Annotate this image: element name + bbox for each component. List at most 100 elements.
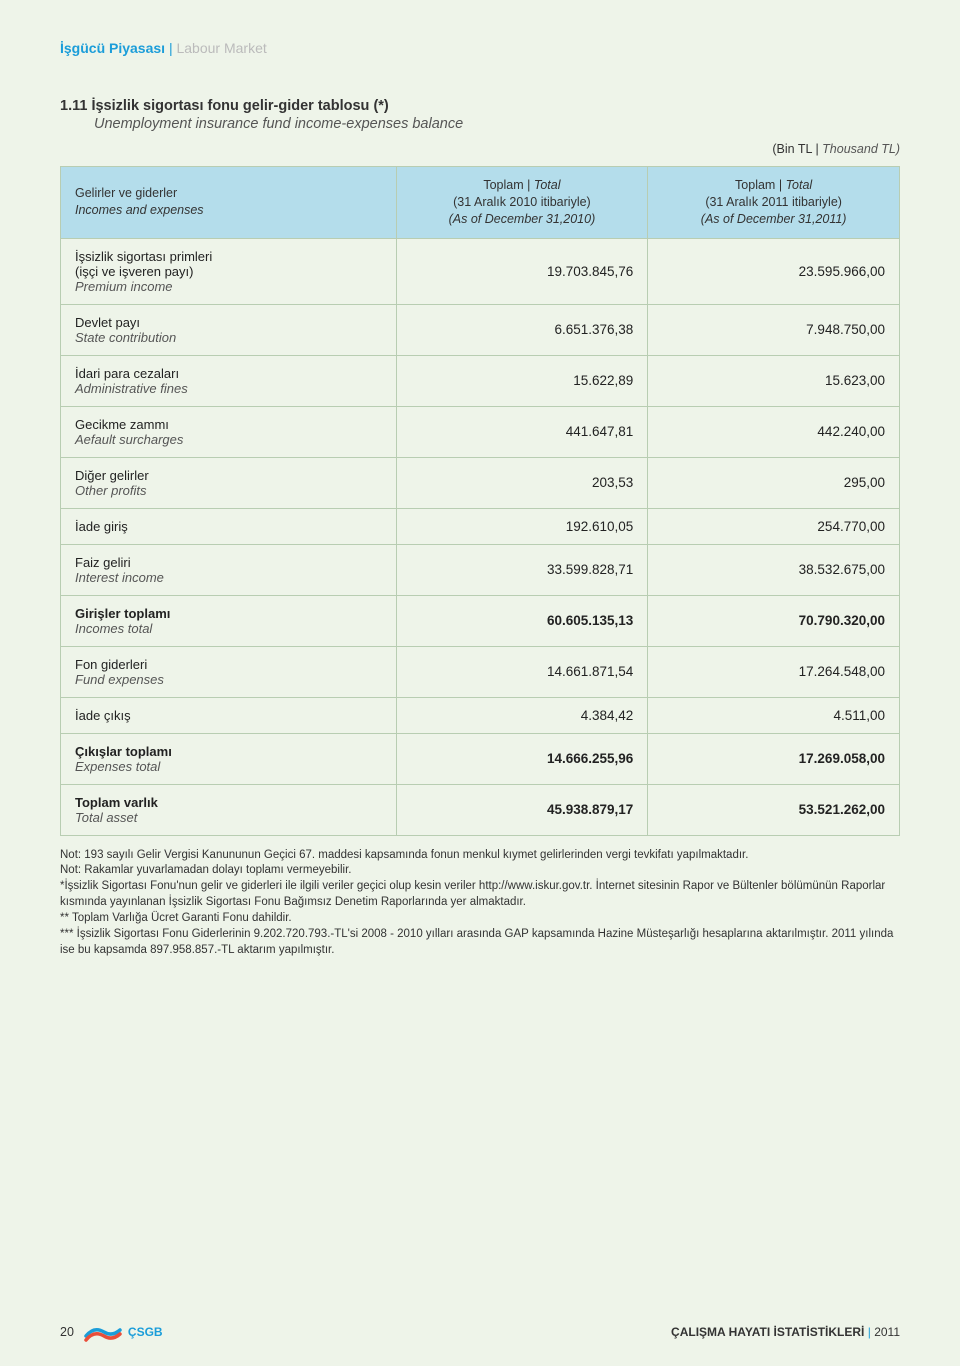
row-value-2010: 19.703.845,76 xyxy=(396,238,648,304)
table-row: Girişler toplamıIncomes total60.605.135,… xyxy=(61,595,900,646)
row-label-tr: İşsizlik sigortası primleri (işçi ve işv… xyxy=(75,249,382,279)
row-label-en: Premium income xyxy=(75,279,382,294)
row-value-2010: 14.666.255,96 xyxy=(396,733,648,784)
col2-tr: Toplam xyxy=(483,178,523,192)
row-value-2011: 7.948.750,00 xyxy=(648,304,900,355)
row-label-tr: Toplam varlık xyxy=(75,795,382,810)
table-title: 1.11 İşsizlik sigortası fonu gelir-gider… xyxy=(60,98,900,132)
col-header-2011: Toplam | Total (31 Aralık 2011 itibariyl… xyxy=(648,167,900,239)
footer-year: 2011 xyxy=(874,1325,900,1339)
row-label-cell: İade giriş xyxy=(61,508,397,544)
income-expense-table: Gelirler ve giderler Incomes and expense… xyxy=(60,166,900,836)
row-label-cell: Gecikme zammıAefault surcharges xyxy=(61,406,397,457)
page-footer: 20 ÇSGB ÇALIŞMA HAYATI İSTATİSTİKLERİ | … xyxy=(60,1320,900,1344)
row-label-tr: Gecikme zammı xyxy=(75,417,382,432)
row-value-2011: 442.240,00 xyxy=(648,406,900,457)
footer-left: 20 ÇSGB xyxy=(60,1320,163,1344)
row-value-2010: 14.661.871,54 xyxy=(396,646,648,697)
row-label-cell: Toplam varlıkTotal asset xyxy=(61,784,397,835)
row-label-tr: Faiz geliri xyxy=(75,555,382,570)
row-label-en: Fund expenses xyxy=(75,672,382,687)
col3-en: Total xyxy=(786,178,813,192)
row-label-cell: Girişler toplamıIncomes total xyxy=(61,595,397,646)
row-label-tr: Çıkışlar toplamı xyxy=(75,744,382,759)
row-label-tr: İdari para cezaları xyxy=(75,366,382,381)
row-value-2010: 6.651.376,38 xyxy=(396,304,648,355)
logo-icon xyxy=(84,1320,122,1344)
table-row: Faiz geliriInterest income33.599.828,713… xyxy=(61,544,900,595)
row-label-tr: Fon giderleri xyxy=(75,657,382,672)
row-value-2011: 38.532.675,00 xyxy=(648,544,900,595)
table-body: İşsizlik sigortası primleri (işçi ve işv… xyxy=(61,238,900,835)
unit-english: Thousand TL) xyxy=(822,142,900,156)
row-label-tr: Girişler toplamı xyxy=(75,606,382,621)
col2-sub-en: (As of December 31,2010) xyxy=(411,211,634,228)
row-value-2010: 203,53 xyxy=(396,457,648,508)
row-label-cell: Çıkışlar toplamıExpenses total xyxy=(61,733,397,784)
row-value-2011: 17.264.548,00 xyxy=(648,646,900,697)
row-label-cell: İşsizlik sigortası primleri (işçi ve işv… xyxy=(61,238,397,304)
col3-sub-tr: (31 Aralık 2011 itibariyle) xyxy=(662,194,885,211)
row-value-2010: 192.610,05 xyxy=(396,508,648,544)
row-value-2010: 60.605.135,13 xyxy=(396,595,648,646)
row-value-2011: 23.595.966,00 xyxy=(648,238,900,304)
row-label-tr: Devlet payı xyxy=(75,315,382,330)
row-value-2010: 4.384,42 xyxy=(396,697,648,733)
row-label-cell: Diğer gelirlerOther profits xyxy=(61,457,397,508)
row-value-2010: 441.647,81 xyxy=(396,406,648,457)
title-english: Unemployment insurance fund income-expen… xyxy=(94,116,900,132)
logo-text: ÇSGB xyxy=(128,1325,163,1339)
section-header: İşgücü Piyasası | Labour Market xyxy=(60,40,900,56)
table-row: Çıkışlar toplamıExpenses total14.666.255… xyxy=(61,733,900,784)
row-label-cell: Fon giderleriFund expenses xyxy=(61,646,397,697)
row-label-cell: Devlet payıState contribution xyxy=(61,304,397,355)
unit-label: (Bin TL | Thousand TL) xyxy=(60,142,900,156)
row-label-cell: İdari para cezalarıAdministrative fines xyxy=(61,355,397,406)
title-turkish: 1.11 İşsizlik sigortası fonu gelir-gider… xyxy=(60,98,900,114)
row-value-2011: 70.790.320,00 xyxy=(648,595,900,646)
row-label-tr: Diğer gelirler xyxy=(75,468,382,483)
col3-sub-en: (As of December 31,2011) xyxy=(662,211,885,228)
footnote-line: *** İşsizlik Sigortası Fonu Giderlerinin… xyxy=(60,927,900,959)
unit-turkish: (Bin TL xyxy=(772,142,812,156)
row-value-2010: 15.622,89 xyxy=(396,355,648,406)
row-value-2011: 4.511,00 xyxy=(648,697,900,733)
table-row: Diğer gelirlerOther profits203,53295,00 xyxy=(61,457,900,508)
table-row: Gecikme zammıAefault surcharges441.647,8… xyxy=(61,406,900,457)
page-number: 20 xyxy=(60,1325,74,1339)
row-label-cell: İade çıkış xyxy=(61,697,397,733)
footnote-line: Not: 193 sayılı Gelir Vergisi Kanununun … xyxy=(60,848,900,864)
footer-right: ÇALIŞMA HAYATI İSTATİSTİKLERİ | 2011 xyxy=(671,1325,900,1339)
row-label-tr: İade çıkış xyxy=(75,708,382,723)
row-value-2011: 15.623,00 xyxy=(648,355,900,406)
header-english: Labour Market xyxy=(176,40,266,56)
table-row: Fon giderleriFund expenses14.661.871,541… xyxy=(61,646,900,697)
row-label-en: Total asset xyxy=(75,810,382,825)
table-row: İade çıkış 4.384,424.511,00 xyxy=(61,697,900,733)
footnote-line: Not: Rakamlar yuvarlamadan dolayı toplam… xyxy=(60,863,900,879)
col1-tr: Gelirler ve giderler xyxy=(75,186,177,200)
table-row: Devlet payıState contribution6.651.376,3… xyxy=(61,304,900,355)
row-label-en: State contribution xyxy=(75,330,382,345)
row-label-en: Aefault surcharges xyxy=(75,432,382,447)
page-container: İşgücü Piyasası | Labour Market 1.11 İşs… xyxy=(0,0,960,1366)
table-row: İşsizlik sigortası primleri (işçi ve işv… xyxy=(61,238,900,304)
col-header-description: Gelirler ve giderler Incomes and expense… xyxy=(61,167,397,239)
table-row: İdari para cezalarıAdministrative fines1… xyxy=(61,355,900,406)
row-label-en: Incomes total xyxy=(75,621,382,636)
row-label-en: Administrative fines xyxy=(75,381,382,396)
footer-title: ÇALIŞMA HAYATI İSTATİSTİKLERİ xyxy=(671,1325,864,1339)
col2-sep: | xyxy=(527,178,534,192)
footnote-line: *İşsizlik Sigortası Fonu'nun gelir ve gi… xyxy=(60,879,900,911)
row-label-en: Other profits xyxy=(75,483,382,498)
footnotes: Not: 193 sayılı Gelir Vergisi Kanununun … xyxy=(60,848,900,959)
row-value-2010: 45.938.879,17 xyxy=(396,784,648,835)
col3-sep: | xyxy=(779,178,786,192)
row-label-cell: Faiz geliriInterest income xyxy=(61,544,397,595)
table-header-row: Gelirler ve giderler Incomes and expense… xyxy=(61,167,900,239)
row-value-2011: 17.269.058,00 xyxy=(648,733,900,784)
col-header-2010: Toplam | Total (31 Aralık 2010 itibariyl… xyxy=(396,167,648,239)
logo: ÇSGB xyxy=(84,1320,163,1344)
col3-tr: Toplam xyxy=(735,178,775,192)
header-turkish: İşgücü Piyasası xyxy=(60,40,165,56)
